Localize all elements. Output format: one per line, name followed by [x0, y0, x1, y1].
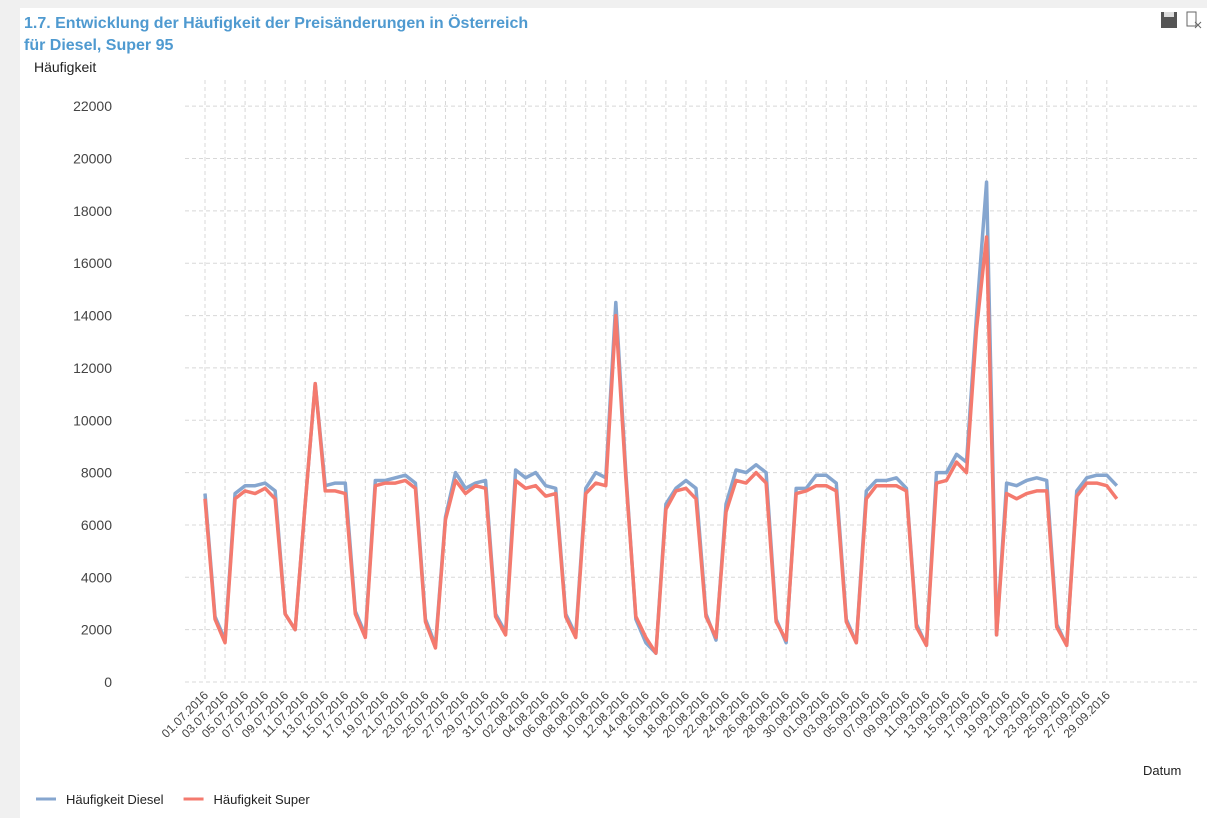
series-line — [203, 235, 1119, 655]
y-tick-label: 18000 — [73, 203, 112, 219]
y-tick-label: 4000 — [81, 569, 112, 585]
y-tick-label: 14000 — [73, 308, 112, 324]
excel-icon[interactable] — [1186, 11, 1202, 29]
export-icons[interactable] — [1161, 11, 1202, 29]
y-tick-label: 2000 — [81, 622, 112, 638]
y-tick-label: 10000 — [73, 412, 112, 428]
y-tick-label: 12000 — [73, 360, 112, 376]
legend-label: Häufigkeit Super — [214, 792, 311, 807]
chart-subtitle: für Diesel, Super 95 — [24, 37, 173, 54]
y-tick-label: 0 — [104, 674, 112, 690]
legend-label: Häufigkeit Diesel — [66, 792, 164, 807]
x-axis-label: Datum — [1143, 763, 1181, 778]
y-tick-label: 20000 — [73, 151, 112, 167]
y-tick-label: 8000 — [81, 465, 112, 481]
chart-title: 1.7. Entwicklung der Häufigkeit der Prei… — [24, 13, 528, 32]
y-axis-label: Häufigkeit — [34, 59, 96, 75]
panel — [20, 8, 1207, 818]
y-tick-label: 16000 — [73, 255, 112, 271]
y-tick-label: 22000 — [73, 98, 112, 114]
print-icon-paper — [1164, 12, 1174, 17]
y-tick-label: 6000 — [81, 517, 112, 533]
